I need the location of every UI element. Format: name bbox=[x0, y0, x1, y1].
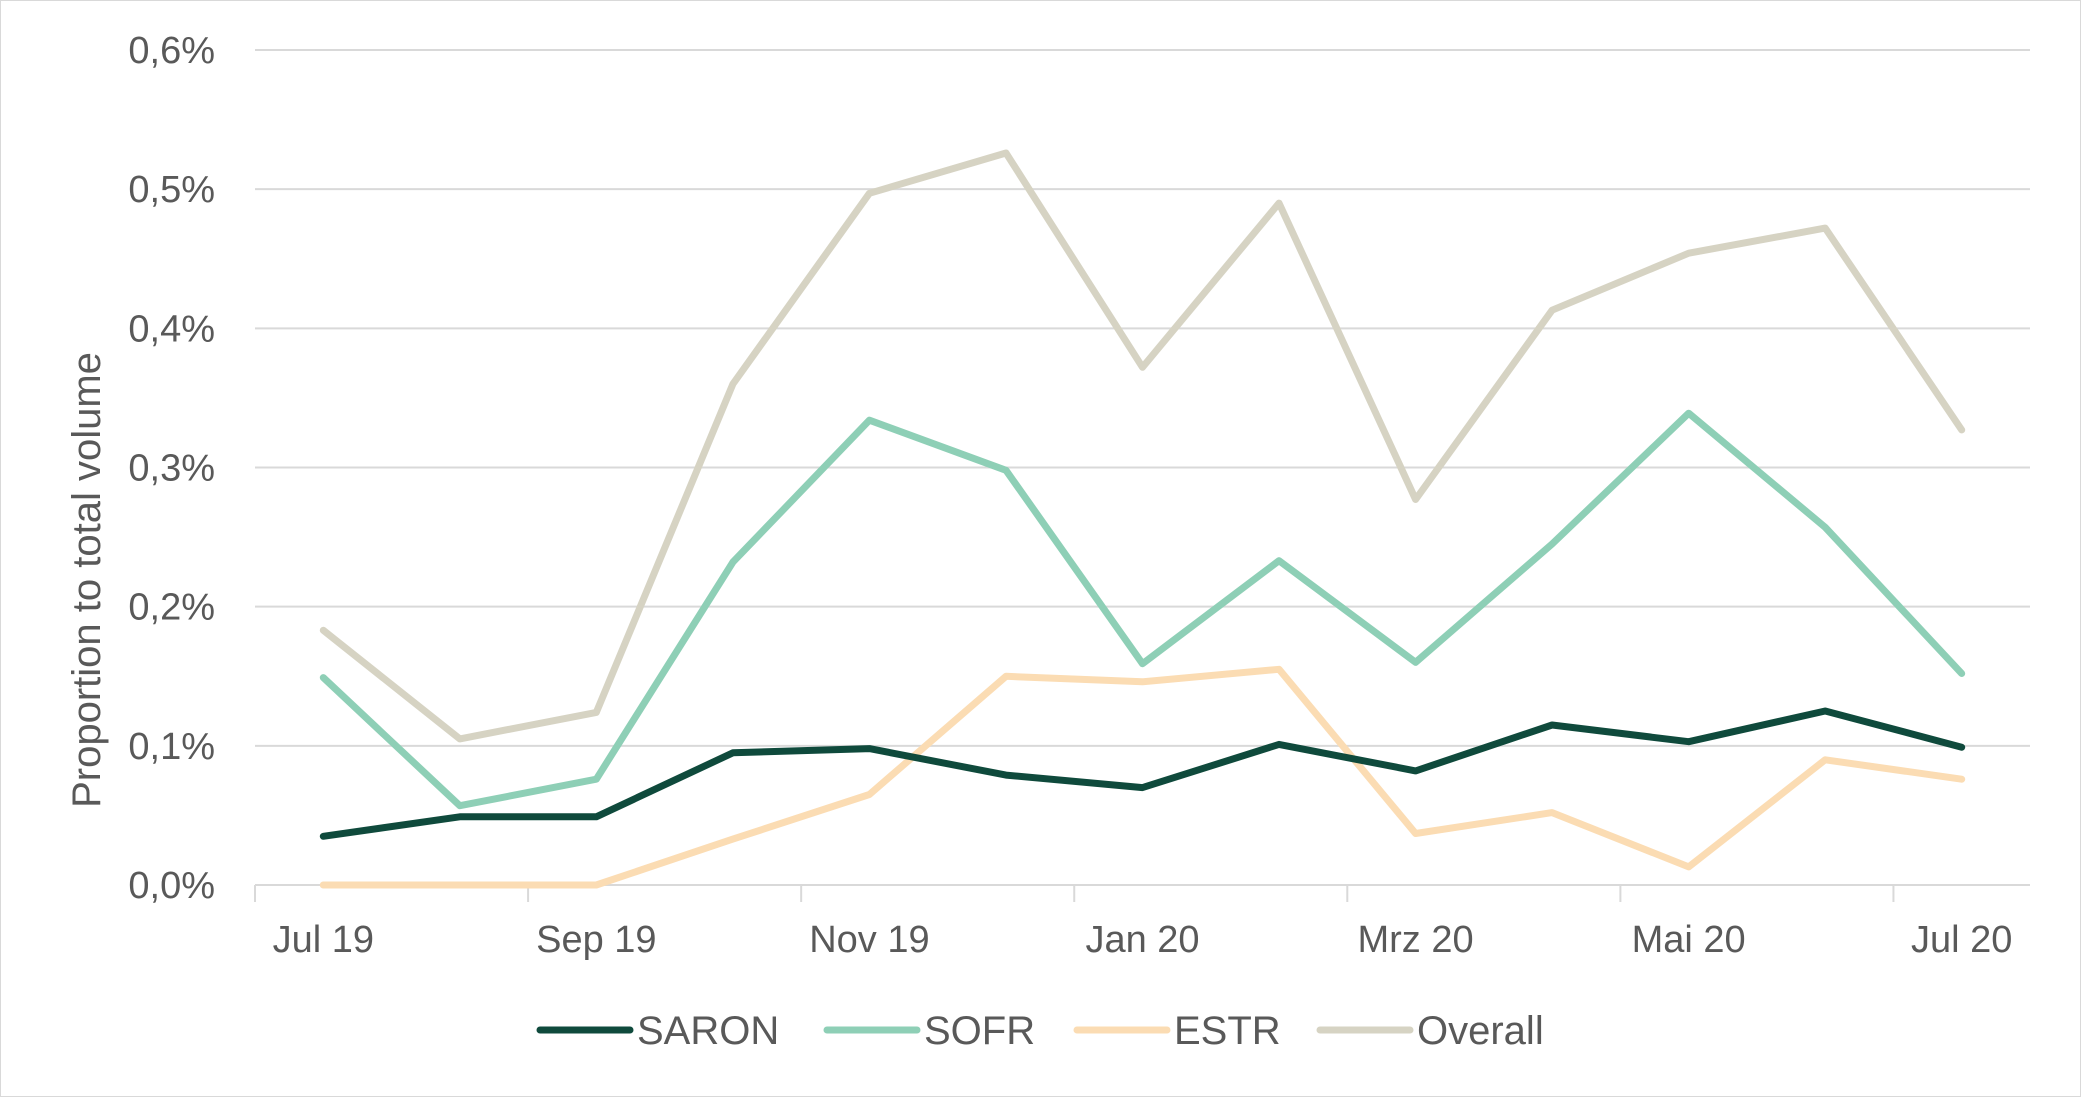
legend-item-sofr: SOFR bbox=[823, 1009, 1035, 1053]
x-tick-label: Nov 19 bbox=[809, 919, 929, 961]
x-tick-label: Jul 20 bbox=[1911, 919, 2012, 961]
y-tick-label: 0,5% bbox=[128, 169, 215, 211]
series-line-estr bbox=[319, 665, 1966, 889]
y-axis-label: Proportion to total volume bbox=[65, 352, 109, 808]
y-tick-label: 0,2% bbox=[128, 587, 215, 629]
series-line-overall bbox=[319, 149, 1966, 743]
x-axis-ticks: Jul 19 Sep 19 Nov 19 Jan 20 Mrz 20 Mai 20 Jul … bbox=[273, 919, 2013, 961]
y-axis-ticks: 0,0% 0,1% 0,2% 0,3% 0,4% 0,5% 0,6% bbox=[128, 30, 215, 907]
legend-label: ESTR bbox=[1174, 1009, 1281, 1053]
legend-label: SARON bbox=[637, 1009, 779, 1053]
y-tick-label: 0,1% bbox=[128, 726, 215, 768]
series-lines bbox=[319, 149, 1966, 889]
y-tick-label: 0,3% bbox=[128, 448, 215, 490]
x-tick-label: Jul 19 bbox=[273, 919, 374, 961]
legend-label: SOFR bbox=[924, 1009, 1035, 1053]
legend-item-overall: Overall bbox=[1316, 1009, 1544, 1053]
legend-item-saron: SARON bbox=[536, 1009, 779, 1053]
x-tick-label: Mai 20 bbox=[1632, 919, 1746, 961]
y-tick-label: 0,0% bbox=[128, 865, 215, 907]
y-tick-label: 0,4% bbox=[128, 308, 215, 350]
series-line-sofr bbox=[319, 409, 1966, 810]
x-tick-label: Mrz 20 bbox=[1358, 919, 1474, 961]
x-tick-label: Jan 20 bbox=[1085, 919, 1199, 961]
series-line-saron bbox=[319, 707, 1966, 840]
legend-item-estr: ESTR bbox=[1073, 1009, 1281, 1053]
legend: SARON SOFR ESTR Overall bbox=[536, 1009, 1544, 1053]
legend-label: Overall bbox=[1417, 1009, 1544, 1053]
y-tick-label: 0,6% bbox=[128, 30, 215, 72]
gridlines bbox=[255, 49, 2030, 747]
x-tick-label: Sep 19 bbox=[536, 919, 656, 961]
